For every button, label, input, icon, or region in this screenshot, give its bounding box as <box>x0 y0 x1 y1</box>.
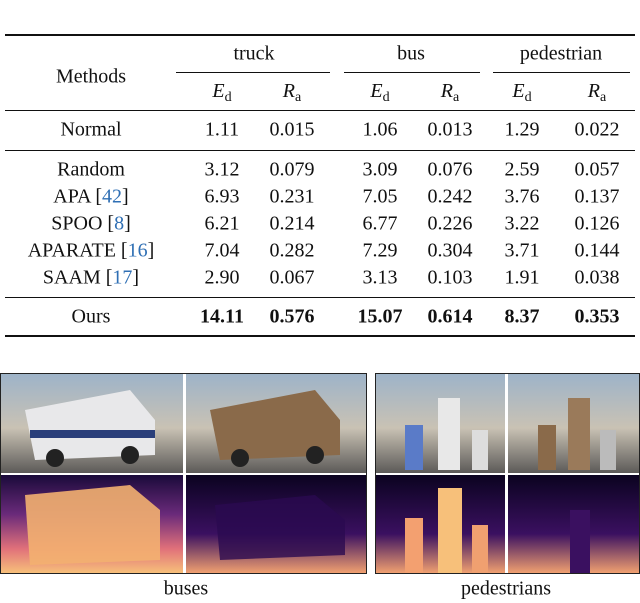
metric-subscript: d <box>224 90 232 105</box>
metric-header: Ed <box>512 80 531 106</box>
method-name: Normal <box>60 119 121 142</box>
metric-subscript: a <box>295 90 302 105</box>
group-rule <box>344 72 480 73</box>
method: Ours <box>71 305 111 328</box>
cell: 0.126 <box>574 212 620 235</box>
cell: 0.137 <box>574 185 620 208</box>
cell: 0.304 <box>427 239 473 262</box>
metric-symbol: R <box>587 80 600 102</box>
cell: 1.06 <box>362 118 398 141</box>
method-name: SPOO [8] <box>51 213 130 236</box>
cell: 2.90 <box>204 266 240 289</box>
cell: 7.05 <box>362 185 398 208</box>
cell: 0.022 <box>574 118 620 141</box>
cell: 1.91 <box>504 266 540 289</box>
cell: 15.07 <box>357 305 403 328</box>
cell: 3.76 <box>504 185 540 208</box>
metric-subscript: a <box>600 90 607 105</box>
cell: 0.015 <box>269 118 315 141</box>
bottom-rule <box>5 335 635 337</box>
cell: 0.282 <box>269 239 315 262</box>
cell: 0.067 <box>269 266 315 289</box>
cell: 1.11 <box>204 118 240 141</box>
caption: pedestrians <box>461 577 551 600</box>
cell: 0.576 <box>269 305 315 328</box>
metric-symbol: R <box>282 80 295 102</box>
method: APA <box>53 185 91 208</box>
cell: 3.13 <box>362 266 398 289</box>
top-rule <box>5 34 635 36</box>
cell: 6.77 <box>362 212 398 235</box>
cell: 3.09 <box>362 158 398 181</box>
method: APARATE <box>27 239 116 262</box>
cell: 3.71 <box>504 239 540 262</box>
cell: 0.614 <box>427 305 473 328</box>
method: SAAM <box>42 266 101 289</box>
cell: 0.144 <box>574 239 620 262</box>
metric-symbol: E <box>512 80 525 102</box>
group-header: truck <box>233 42 275 65</box>
bus-panel <box>0 373 367 574</box>
cell: 7.04 <box>204 239 240 262</box>
caption: buses <box>163 577 209 600</box>
cell: 6.21 <box>204 212 240 235</box>
cell: 0.231 <box>269 185 315 208</box>
metric-header: Ra <box>588 80 606 106</box>
mid-rule <box>5 297 635 298</box>
method: Normal <box>60 118 122 141</box>
group-rule <box>176 72 330 73</box>
group-header: pedestrian <box>519 42 603 65</box>
metric-subscript: d <box>382 90 390 105</box>
cell: 6.93 <box>204 185 240 208</box>
citation: [17] <box>105 266 140 289</box>
citation: [16] <box>120 239 155 262</box>
group-header: bus <box>397 42 425 65</box>
cell: 2.59 <box>504 158 540 181</box>
method-name: APA [42] <box>53 186 128 209</box>
method: Random <box>57 158 125 181</box>
cell: 8.37 <box>504 305 540 328</box>
group-rule <box>493 72 630 73</box>
citation: [8] <box>107 212 131 235</box>
cell: 3.22 <box>504 212 540 235</box>
method-name: SAAM [17] <box>43 267 139 290</box>
cell: 7.29 <box>362 239 398 262</box>
metric-header: Ra <box>283 80 301 106</box>
cell: 0.103 <box>427 266 473 289</box>
mid-rule <box>5 110 635 111</box>
mid-rule <box>5 150 635 151</box>
method: SPOO <box>51 212 103 235</box>
cell: 0.013 <box>427 118 473 141</box>
cell: 0.242 <box>427 185 473 208</box>
header-methods: Methods <box>56 65 126 88</box>
cell: 0.076 <box>427 158 473 181</box>
metric-symbol: R <box>440 80 453 102</box>
cell: 1.29 <box>504 118 540 141</box>
citation: [42] <box>95 185 129 208</box>
cell: 0.214 <box>269 212 315 235</box>
pedestrian-panel <box>375 373 640 574</box>
cell: 0.226 <box>427 212 473 235</box>
cell: 3.12 <box>204 158 240 181</box>
metric-symbol: E <box>370 80 383 102</box>
method-name: Ours <box>72 306 111 329</box>
metric-subscript: d <box>524 90 532 105</box>
cell: 0.057 <box>574 158 620 181</box>
metric-header: Ra <box>441 80 459 106</box>
cell: 0.079 <box>269 158 315 181</box>
method-name: Random <box>57 159 125 182</box>
metric-header: Ed <box>212 80 231 106</box>
cell: 0.038 <box>574 266 620 289</box>
metric-header: Ed <box>370 80 389 106</box>
cell: 0.353 <box>574 305 620 328</box>
cell: 14.11 <box>200 305 244 328</box>
metric-subscript: a <box>453 90 460 105</box>
method-name: APARATE [16] <box>28 240 155 263</box>
metric-symbol: E <box>212 80 225 102</box>
